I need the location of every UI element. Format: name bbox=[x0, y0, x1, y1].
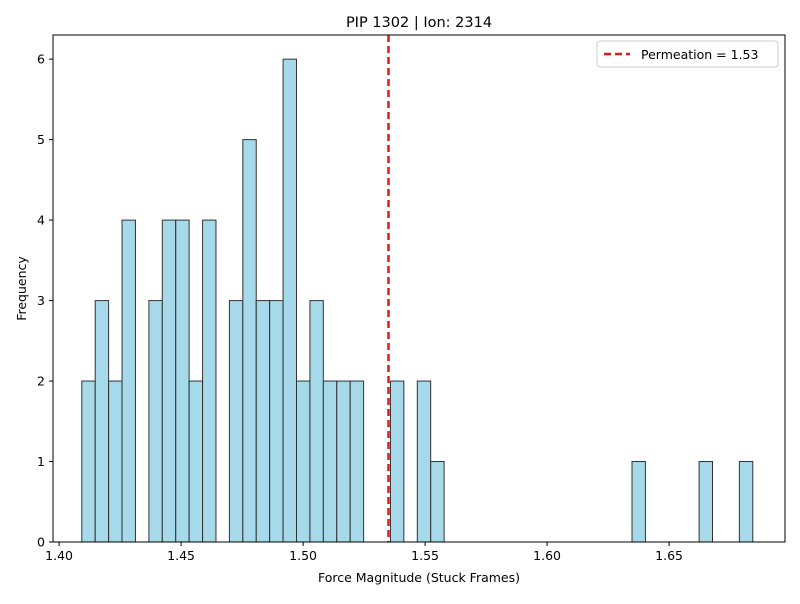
histogram-bar-7 bbox=[188, 380, 204, 543]
chart-title: PIP 1302 | Ion: 2314 bbox=[346, 15, 492, 31]
y-tick-label: 2 bbox=[37, 374, 45, 389]
x-axis-ticks: 1.40 1.45 1.50 1.55 1.60 1.65 bbox=[45, 542, 683, 563]
histogram-bar-0 bbox=[81, 380, 96, 543]
plot-frame bbox=[52, 34, 786, 543]
histogram-bar-21 bbox=[430, 461, 445, 543]
histogram-bar-18 bbox=[349, 380, 365, 543]
y-tick-label: 5 bbox=[37, 132, 45, 147]
histogram-bar-10 bbox=[242, 139, 257, 543]
bars-layer bbox=[81, 58, 754, 543]
histogram-bar-9 bbox=[228, 300, 244, 543]
legend-label: Permeation = 1.53 bbox=[641, 47, 758, 62]
histogram-bar-11 bbox=[255, 300, 271, 543]
histogram-bar-8 bbox=[202, 219, 217, 543]
x-tick-label: 1.45 bbox=[167, 548, 195, 563]
histogram-bar-16 bbox=[322, 380, 338, 543]
histogram-bar-22 bbox=[631, 461, 646, 543]
histogram-bar-6 bbox=[175, 219, 190, 543]
legend: Permeation = 1.53 bbox=[596, 40, 779, 68]
histogram-bar-24 bbox=[738, 461, 754, 543]
x-tick-label: 1.60 bbox=[533, 548, 561, 563]
y-tick-label: 1 bbox=[37, 454, 45, 469]
y-tick-label: 3 bbox=[37, 293, 45, 308]
y-tick-label: 4 bbox=[37, 213, 45, 228]
histogram-bar-14 bbox=[296, 380, 311, 543]
y-axis-label: Frequency bbox=[14, 256, 29, 321]
y-tick-label: 6 bbox=[37, 52, 45, 67]
histogram-bar-13 bbox=[282, 58, 297, 543]
x-tick-label: 1.65 bbox=[655, 548, 683, 563]
histogram-bar-5 bbox=[161, 219, 177, 543]
x-axis-label: Force Magnitude (Stuck Frames) bbox=[318, 570, 520, 585]
histogram-bar-12 bbox=[269, 300, 284, 543]
histogram-bar-2 bbox=[108, 380, 123, 543]
y-axis-ticks: 0 1 2 3 4 5 6 bbox=[37, 52, 53, 550]
x-tick-label: 1.55 bbox=[411, 548, 439, 563]
x-tick-label: 1.40 bbox=[45, 548, 73, 563]
x-tick-label: 1.50 bbox=[289, 548, 317, 563]
y-tick-label: 0 bbox=[37, 535, 45, 550]
histogram-bar-15 bbox=[309, 300, 324, 543]
histogram-bar-23 bbox=[698, 461, 714, 543]
histogram-bar-3 bbox=[121, 219, 136, 543]
legend-box bbox=[596, 40, 779, 68]
histogram-bar-1 bbox=[94, 300, 110, 543]
histogram-bar-17 bbox=[336, 380, 351, 543]
histogram-bar-20 bbox=[416, 380, 432, 543]
histogram-bar-4 bbox=[148, 300, 163, 543]
histogram-bar-19 bbox=[389, 380, 405, 543]
